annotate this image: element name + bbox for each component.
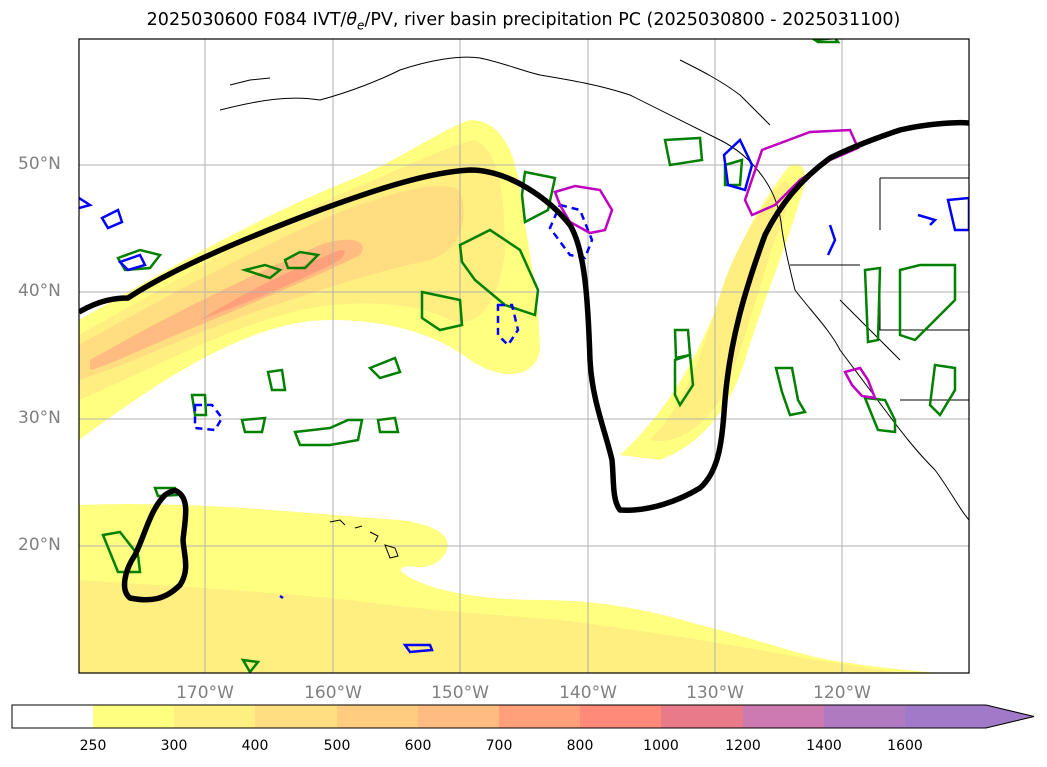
blue-dashed-contours	[193, 203, 594, 432]
lat-label-20n: 20°N	[18, 535, 61, 555]
lat-label-50n: 50°N	[18, 154, 61, 174]
colorbar-segment	[580, 705, 661, 728]
colorbar-segment	[418, 705, 499, 728]
colorbar-segment	[824, 705, 905, 728]
lon-label-130w: 130°W	[686, 683, 744, 703]
lon-label-160w: 160°W	[304, 683, 362, 703]
colorbar-segment	[12, 705, 93, 728]
colorbar-segment	[93, 705, 174, 728]
colorbar-tick-label: 600	[404, 738, 432, 754]
colorbar-tick-label: 1000	[643, 738, 679, 754]
colorbar-segment	[499, 705, 580, 728]
title-theta: θ	[346, 10, 358, 30]
colorbar-segment	[743, 705, 824, 728]
colorbar	[11, 704, 1035, 729]
lon-label-140w: 140°W	[559, 683, 617, 703]
colorbar-segment	[255, 705, 337, 728]
colorbar-segment	[337, 705, 418, 728]
colorbar-tick-label: 1600	[887, 738, 923, 754]
green-precip-contours	[101, 39, 957, 673]
lon-label-170w: 170°W	[176, 683, 234, 703]
colorbar-segment	[174, 705, 255, 728]
colorbar-tick-label: 700	[485, 738, 513, 754]
colorbar-tick-label: 1400	[806, 738, 842, 754]
title-prefix: 2025030600 F084 IVT/	[146, 10, 347, 30]
colorbar-segment	[905, 705, 986, 728]
colorbar-tick-label: 500	[323, 738, 351, 754]
graticule	[79, 39, 969, 673]
lat-label-30n: 30°N	[18, 408, 61, 428]
title-suffix: /PV, river basin precipitation PC (20250…	[364, 10, 901, 30]
title-theta-sub: e	[357, 18, 365, 33]
ivt-shading	[79, 120, 940, 673]
colorbar-tick-label: 250	[79, 738, 107, 754]
colorbar-tick-label: 1200	[725, 738, 761, 754]
pv-contour	[79, 119, 969, 603]
lon-label-150w: 150°W	[431, 683, 489, 703]
colorbar-tick-label: 400	[241, 738, 269, 754]
colorbar-tick-label: 300	[160, 738, 188, 754]
lon-label-120w: 120°W	[813, 683, 871, 703]
blue-contours	[79, 137, 969, 654]
lat-label-40n: 40°N	[18, 281, 61, 301]
map-frame	[78, 38, 970, 674]
map-title: 2025030600 F084 IVT/θe/PV, river basin p…	[0, 10, 1047, 33]
colorbar-extend-arrow	[986, 705, 1034, 728]
colorbar-segment	[661, 705, 743, 728]
colorbar-tick-label: 800	[566, 738, 594, 754]
